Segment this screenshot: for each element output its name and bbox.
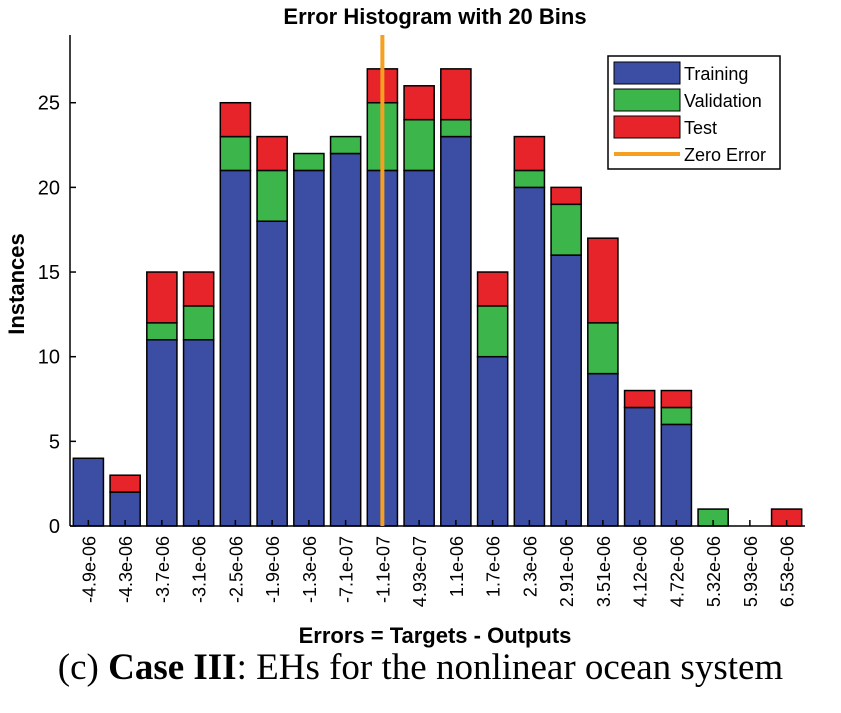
bar-validation-3 (182, 305, 215, 341)
figure-caption: (c) Case III: EHs for the nonlinear ocea… (0, 646, 841, 689)
x-tick-label-5: -1.9e-06 (263, 536, 283, 603)
x-tick-label-16: 4.72e-06 (667, 536, 687, 607)
bar-training-0 (72, 457, 105, 527)
bar-test-11 (476, 271, 509, 307)
x-tick-label-11: 1.7e-06 (484, 536, 504, 597)
bar-training-6 (293, 169, 325, 527)
bar-test-5 (256, 135, 288, 172)
legend-swatch-test (613, 115, 681, 139)
bar-validation-14 (587, 322, 619, 375)
bar-test-16 (660, 389, 693, 409)
y-axis-label: Instances (4, 233, 29, 335)
x-tick-label-2: -3.7e-06 (153, 536, 173, 603)
legend-label-training: Training (684, 64, 748, 84)
legend-swatch-validation (613, 88, 681, 112)
bar-test-15 (623, 389, 656, 409)
x-tick-label-7: -7.1e-07 (337, 536, 357, 603)
caption-case-label: Case III (108, 647, 237, 688)
bar-training-15 (623, 406, 656, 527)
bar-test-14 (587, 237, 619, 324)
bar-validation-12 (513, 169, 546, 189)
x-tick-label-3: -3.1e-06 (190, 536, 210, 603)
bar-training-10 (440, 135, 472, 527)
bar-training-12 (513, 186, 546, 527)
x-tick-label-6: -1.3e-06 (300, 536, 320, 603)
y-tick-label-0: 0 (49, 516, 60, 538)
bar-validation-11 (476, 305, 509, 358)
bar-training-5 (256, 220, 288, 527)
bar-training-14 (587, 372, 619, 527)
x-tick-label-13: 2.91e-06 (557, 536, 577, 607)
x-tick-label-4: -2.5e-06 (226, 536, 246, 603)
x-tick-label-1: -4.3e-06 (116, 536, 136, 603)
bar-training-13 (550, 254, 582, 527)
bar-validation-2 (146, 322, 178, 341)
x-tick-label-9: 4.93e-07 (410, 536, 430, 607)
x-tick-label-8: -1.1e-07 (373, 536, 393, 603)
x-tick-label-17: 5.32e-06 (704, 536, 724, 607)
x-tick-label-19: 6.53e-06 (778, 536, 798, 607)
x-tick-label-12: 2.3e-06 (520, 536, 540, 597)
bar-validation-16 (660, 406, 693, 426)
chart-title: Error Histogram with 20 Bins (283, 4, 586, 29)
legend-swatch-training (613, 61, 681, 85)
y-tick-label-5: 25 (38, 93, 60, 115)
caption-prefix: (c) (57, 647, 109, 688)
bar-validation-9 (403, 118, 435, 172)
bar-training-4 (219, 169, 252, 527)
bar-training-2 (146, 339, 178, 527)
x-tick-label-14: 3.51e-06 (594, 536, 614, 607)
bar-training-9 (403, 169, 435, 527)
bar-test-9 (403, 85, 435, 121)
legend-label-validation: Validation (684, 91, 762, 111)
x-axis-label: Errors = Targets - Outputs (299, 623, 572, 648)
bar-test-4 (219, 101, 252, 138)
legend-label-zero-error: Zero Error (684, 145, 766, 165)
bar-validation-5 (256, 169, 288, 222)
bar-test-10 (440, 68, 472, 121)
bar-test-3 (182, 271, 215, 307)
x-tick-label-15: 4.12e-06 (631, 536, 651, 607)
bar-validation-4 (219, 135, 252, 172)
y-tick-label-4: 20 (38, 177, 60, 199)
y-tick-label-1: 5 (49, 431, 60, 453)
bar-test-2 (146, 271, 178, 324)
bar-training-7 (329, 152, 362, 527)
bar-validation-7 (329, 135, 362, 155)
bar-training-3 (182, 339, 215, 527)
bar-validation-13 (550, 203, 582, 256)
x-tick-label-0: -4.9e-06 (79, 536, 99, 603)
bar-validation-6 (293, 152, 325, 172)
bar-training-16 (660, 423, 693, 527)
legend-label-test: Test (684, 118, 717, 138)
bar-test-1 (109, 474, 141, 493)
bar-test-13 (550, 186, 582, 206)
bar-validation-10 (440, 118, 472, 138)
x-tick-label-18: 5.93e-06 (741, 536, 761, 607)
caption-description: : EHs for the nonlinear ocean system (236, 647, 784, 688)
y-tick-label-3: 15 (38, 262, 60, 284)
bar-test-12 (513, 135, 546, 172)
bar-training-11 (476, 355, 509, 527)
x-tick-label-10: 1.1e-06 (447, 536, 467, 597)
error-histogram-chart: Error Histogram with 20 Bins Instances E… (4, 4, 805, 648)
y-tick-label-2: 10 (38, 347, 60, 369)
